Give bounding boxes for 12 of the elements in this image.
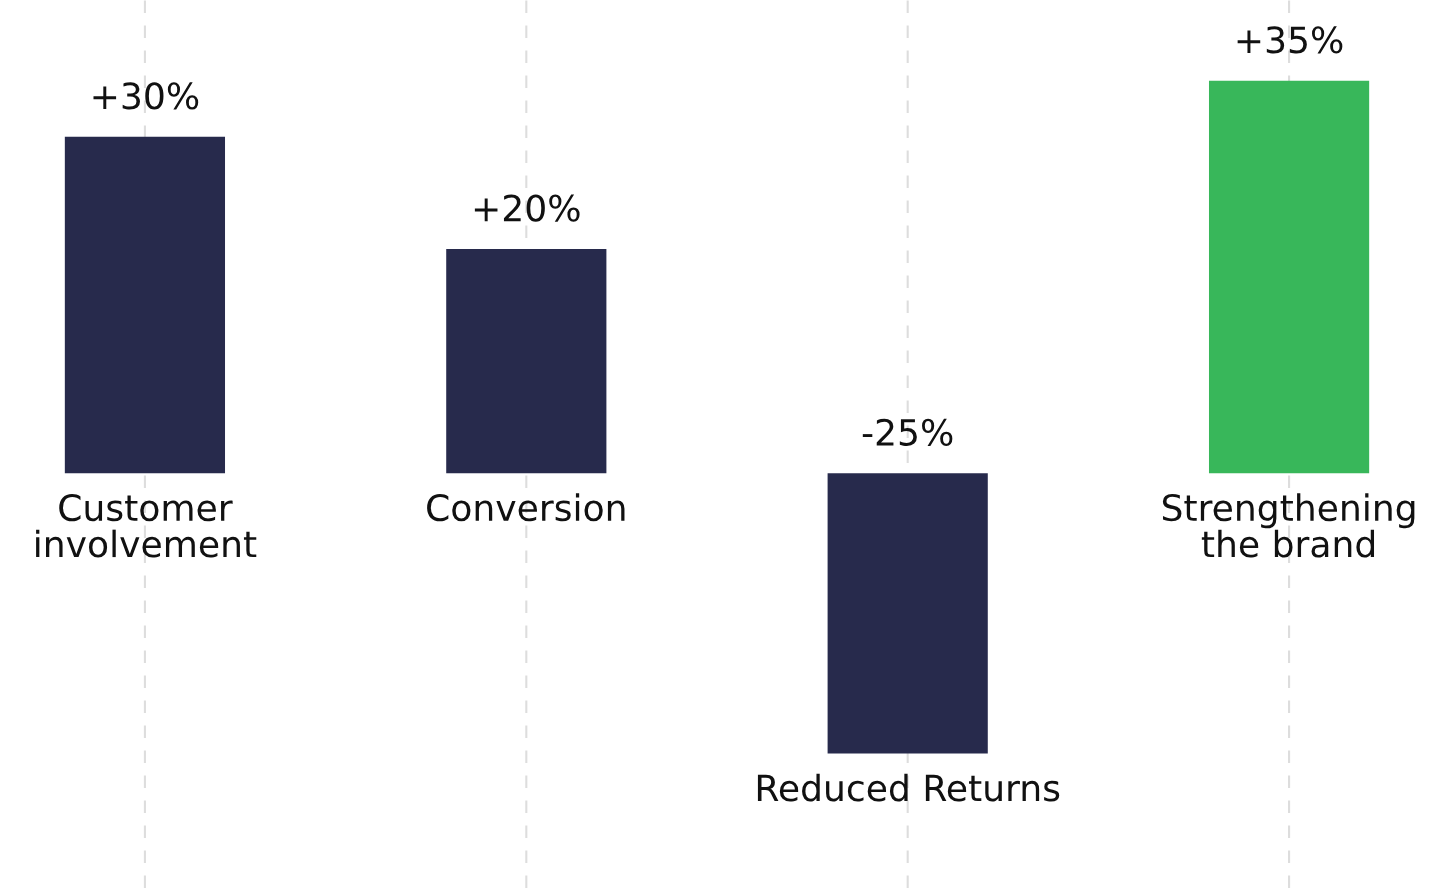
x-tick-label: Customer involvement [36, 493, 257, 558]
x-tick-label: Reduced Returns [757, 773, 1060, 802]
bar [446, 248, 607, 474]
bar [64, 136, 226, 474]
bar [1208, 80, 1370, 474]
data-label: +20% [474, 194, 580, 222]
x-tick-label: Conversion [427, 493, 625, 522]
data-label: -25% [862, 418, 953, 446]
x-tick-label: Strengthening the brand [1162, 493, 1415, 558]
bar [827, 473, 988, 754]
data-label: +30% [93, 82, 199, 110]
data-label: +35% [1237, 26, 1343, 54]
